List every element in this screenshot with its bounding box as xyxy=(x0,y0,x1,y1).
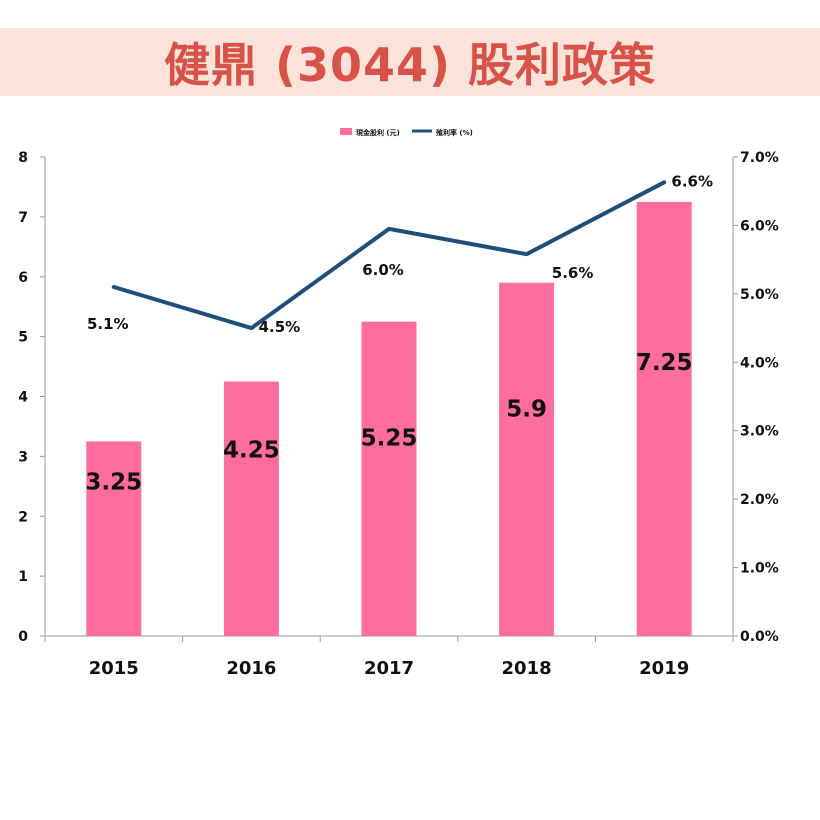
bar-value-label: 7.25 xyxy=(636,350,693,376)
x-tick-label: 2015 xyxy=(89,658,139,679)
title-banner: 健鼎 (3044) 股利政策 xyxy=(0,28,820,96)
bar xyxy=(86,441,142,636)
left-tick-label: 5 xyxy=(18,330,28,346)
right-tick-label: 6.0% xyxy=(740,218,779,234)
bar-value-label: 3.25 xyxy=(85,469,142,495)
x-tick-label: 2019 xyxy=(639,658,689,679)
legend-line-label: 殖利率 (%) xyxy=(435,128,473,137)
line-value-label: 6.0% xyxy=(362,261,404,279)
x-tick-label: 2016 xyxy=(226,658,276,679)
left-tick-label: 6 xyxy=(18,270,28,286)
left-tick-label: 4 xyxy=(18,390,28,406)
legend-bar-swatch xyxy=(340,128,352,135)
bar-value-label: 5.9 xyxy=(506,397,547,423)
x-tick-label: 2017 xyxy=(364,658,414,679)
left-tick-label: 0 xyxy=(18,629,28,645)
line-value-label: 4.5% xyxy=(259,318,301,336)
bar xyxy=(636,201,692,636)
chart-title: 健鼎 (3044) 股利政策 xyxy=(163,38,657,92)
right-tick-label: 7.0% xyxy=(740,150,779,166)
right-tick-label: 0.0% xyxy=(740,629,779,645)
legend-bar-label: 現金股利 (元) xyxy=(356,128,400,137)
line-value-label: 5.6% xyxy=(552,264,594,282)
bar xyxy=(361,321,417,636)
bar xyxy=(499,282,555,636)
left-tick-label: 8 xyxy=(18,150,28,166)
line-value-label: 6.6% xyxy=(671,172,713,190)
x-tick-label: 2018 xyxy=(502,658,552,679)
left-tick-label: 2 xyxy=(18,509,28,525)
left-tick-label: 3 xyxy=(18,449,28,465)
right-tick-label: 4.0% xyxy=(740,355,779,371)
right-tick-label: 1.0% xyxy=(740,561,779,577)
bar-value-label: 4.25 xyxy=(223,438,280,464)
line-value-label: 5.1% xyxy=(87,315,129,333)
right-tick-label: 3.0% xyxy=(740,424,779,440)
left-tick-label: 7 xyxy=(18,210,28,226)
right-tick-label: 5.0% xyxy=(740,287,779,303)
left-tick-label: 1 xyxy=(18,569,28,585)
bar-value-label: 5.25 xyxy=(361,426,418,452)
bar xyxy=(223,381,279,636)
right-tick-label: 2.0% xyxy=(740,492,779,508)
yield-line xyxy=(111,180,667,331)
